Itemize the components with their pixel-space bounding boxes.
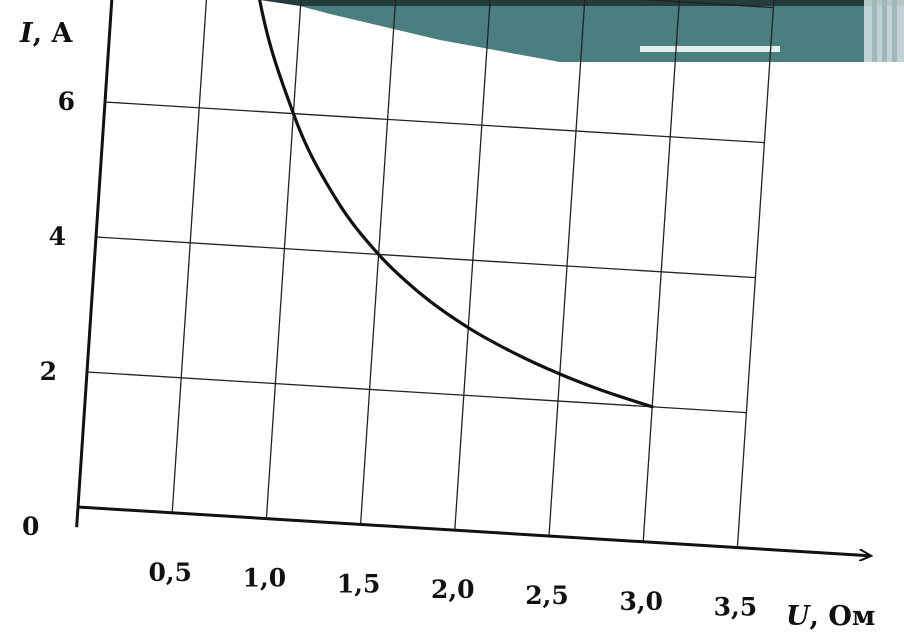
x-tick-label: 2,5 [525,581,569,610]
data-point [513,352,515,354]
y-tick-label: 4 [49,222,66,251]
grid-line-horizontal [104,101,765,144]
data-point [651,406,653,408]
data-point [334,196,336,199]
grid-line-horizontal [86,371,747,414]
data-point [467,326,470,329]
data-point [377,253,380,256]
grid-line-vertical [736,0,775,548]
x-axis-unit: , Ом [810,601,876,632]
x-axis-title: U, Ом [786,601,875,632]
y-tick-label: 2 [40,357,57,386]
x-tick-label: 3,5 [714,593,758,622]
dark-band [260,0,904,6]
title-bar-decoration [260,0,904,62]
y-axis-title: I, A [19,18,73,49]
y-tick-label: 6 [58,87,75,116]
series-line [258,0,654,409]
band-highlight [640,46,780,52]
data-point [559,373,561,375]
y-axis [75,0,114,528]
grid [86,0,775,548]
data-point [422,294,424,297]
origin-label: 0 [22,512,39,541]
data-point [292,112,295,115]
axes [75,0,870,556]
y-axis-unit: , A [33,18,74,49]
tick-labels: 0 0,51,01,52,02,53,03,524681012 [22,87,758,622]
x-tick-label: 1,0 [243,564,287,593]
grid-line-horizontal [639,0,774,9]
x-tick-label: 3,0 [619,587,663,616]
grid-line-vertical [171,0,208,513]
data-point [605,390,607,393]
x-axis [77,505,869,556]
y-axis-variable: I [19,18,34,49]
grid-line-vertical [454,0,491,531]
x-tick-label: 0,5 [148,558,192,587]
grid-line-horizontal [95,236,756,279]
grid-line-vertical [265,0,302,519]
x-tick-label: 2,0 [431,575,475,604]
x-tick-label: 1,5 [337,569,381,598]
x-axis-variable: U [786,601,811,632]
chart-marks [258,0,654,409]
